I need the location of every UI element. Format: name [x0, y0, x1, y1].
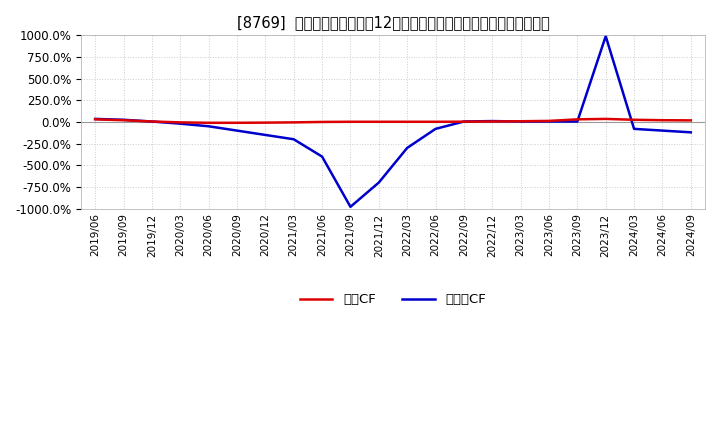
営業CF: [686, 118, 695, 123]
フリーCF: [204, 124, 213, 129]
営業CF: [573, 117, 582, 122]
フリーCF: [91, 116, 99, 121]
フリーCF: [658, 128, 667, 133]
フリーCF: [459, 119, 468, 124]
営業CF: [261, 120, 270, 125]
フリーCF: [289, 137, 298, 142]
Line: 営業CF: 営業CF: [95, 119, 690, 123]
営業CF: [403, 119, 412, 125]
営業CF: [658, 117, 667, 123]
フリーCF: [374, 180, 383, 185]
フリーCF: [516, 119, 525, 124]
営業CF: [601, 116, 610, 121]
営業CF: [516, 119, 525, 124]
フリーCF: [544, 119, 553, 124]
フリーCF: [403, 145, 412, 150]
フリーCF: [630, 126, 639, 132]
営業CF: [289, 120, 298, 125]
営業CF: [431, 119, 440, 125]
営業CF: [374, 119, 383, 125]
Legend: 営業CF, フリーCF: 営業CF, フリーCF: [294, 288, 492, 312]
営業CF: [318, 119, 326, 125]
Title: [8769]  キャッシュフローの12か月移動合計の対前年同期増減率の推移: [8769] キャッシュフローの12か月移動合計の対前年同期増減率の推移: [237, 15, 549, 30]
営業CF: [630, 117, 639, 122]
営業CF: [91, 117, 99, 122]
フリーCF: [318, 154, 326, 159]
フリーCF: [148, 119, 156, 124]
フリーCF: [686, 130, 695, 135]
営業CF: [488, 119, 497, 124]
営業CF: [148, 119, 156, 124]
営業CF: [544, 118, 553, 124]
営業CF: [459, 119, 468, 125]
営業CF: [233, 120, 241, 125]
フリーCF: [176, 121, 184, 126]
フリーCF: [488, 118, 497, 124]
フリーCF: [233, 128, 241, 133]
フリーCF: [573, 119, 582, 124]
フリーCF: [346, 204, 355, 209]
Line: フリーCF: フリーCF: [95, 36, 690, 207]
営業CF: [346, 119, 355, 125]
フリーCF: [601, 33, 610, 39]
フリーCF: [431, 126, 440, 132]
営業CF: [120, 117, 128, 123]
営業CF: [176, 120, 184, 125]
営業CF: [204, 120, 213, 125]
フリーCF: [261, 132, 270, 138]
フリーCF: [120, 117, 128, 122]
